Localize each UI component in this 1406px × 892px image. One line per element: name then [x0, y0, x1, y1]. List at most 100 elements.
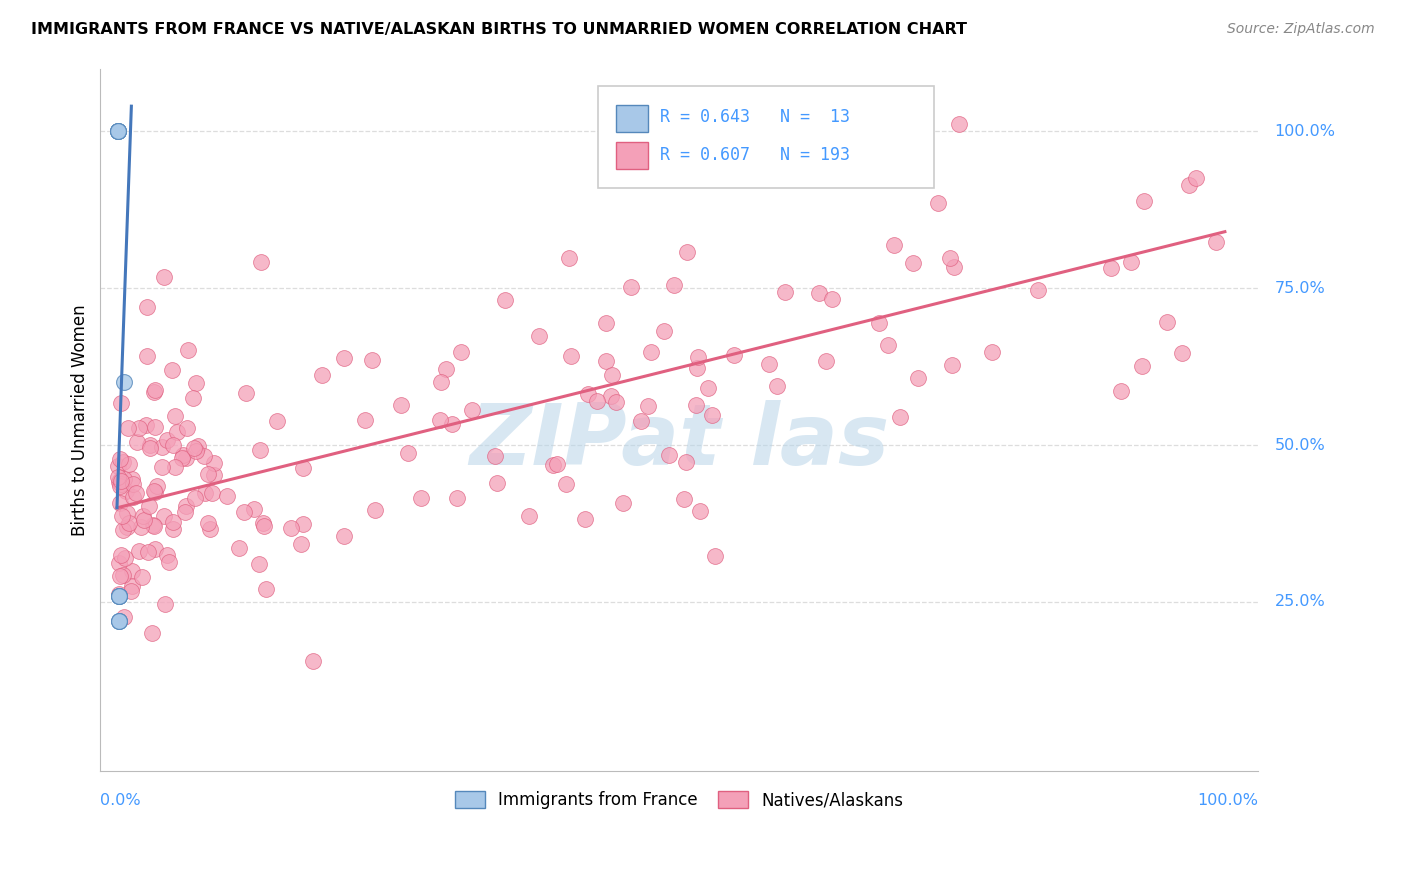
Point: [163, 460, 186, 475]
Point: [132, 513, 155, 527]
Point: [170, 450, 193, 465]
Point: [143, 383, 166, 397]
Point: [165, 409, 187, 423]
Point: [228, 541, 250, 555]
Point: [602, 368, 624, 383]
Point: [461, 403, 484, 417]
Point: [700, 409, 723, 423]
Point: [290, 537, 312, 551]
Point: [658, 448, 681, 462]
Point: [620, 280, 643, 294]
Point: [576, 386, 599, 401]
Legend: Immigrants from France, Natives/Alaskans: Immigrants from France, Natives/Alaskans: [449, 784, 910, 816]
Point: [153, 509, 176, 524]
Point: [132, 509, 155, 524]
Point: [108, 452, 131, 467]
Text: R = 0.607   N = 193: R = 0.607 N = 193: [659, 146, 849, 164]
Point: [1133, 194, 1156, 208]
Point: [108, 589, 131, 603]
Point: [541, 458, 564, 472]
Point: [233, 505, 256, 519]
Point: [162, 523, 184, 537]
Point: [689, 504, 711, 518]
Point: [600, 389, 623, 403]
Point: [150, 440, 173, 454]
Point: [703, 549, 725, 563]
Point: [1205, 235, 1227, 249]
Point: [595, 353, 617, 368]
Y-axis label: Births to Unmarried Women: Births to Unmarried Women: [72, 304, 89, 536]
Point: [107, 469, 129, 483]
Point: [118, 516, 141, 531]
Point: [280, 521, 302, 535]
Point: [494, 293, 516, 307]
Point: [174, 505, 197, 519]
Point: [723, 348, 745, 362]
Point: [112, 568, 135, 582]
Point: [108, 614, 131, 628]
Point: [1109, 384, 1132, 399]
Point: [333, 351, 356, 366]
Point: [197, 516, 219, 530]
Point: [108, 589, 131, 603]
Point: [440, 417, 463, 431]
Text: 25.0%: 25.0%: [1275, 594, 1326, 609]
Point: [353, 412, 375, 426]
Point: [302, 654, 325, 668]
Point: [450, 345, 472, 359]
Point: [574, 512, 596, 526]
Point: [249, 557, 271, 571]
Point: [125, 485, 148, 500]
Point: [868, 316, 890, 330]
Point: [883, 238, 905, 252]
Point: [249, 443, 271, 458]
Point: [291, 516, 314, 531]
Text: R = 0.643   N =  13: R = 0.643 N = 13: [659, 108, 849, 126]
Point: [981, 344, 1004, 359]
Point: [128, 544, 150, 558]
Point: [254, 582, 277, 597]
Point: [141, 518, 163, 533]
Point: [637, 400, 659, 414]
Point: [765, 378, 787, 392]
Point: [162, 363, 184, 377]
Point: [907, 371, 929, 385]
Point: [110, 477, 132, 491]
Point: [145, 541, 167, 556]
Point: [361, 353, 384, 368]
Point: [184, 491, 207, 505]
Point: [121, 564, 143, 578]
Point: [676, 245, 699, 260]
Point: [612, 496, 634, 510]
Point: [586, 393, 609, 408]
Point: [118, 457, 141, 471]
Point: [107, 124, 129, 138]
Point: [815, 354, 838, 368]
Text: ZIPat las: ZIPat las: [470, 400, 890, 483]
Point: [138, 499, 160, 513]
Point: [187, 439, 209, 453]
Point: [122, 476, 145, 491]
Point: [183, 441, 205, 455]
Point: [252, 519, 274, 533]
Point: [396, 446, 419, 460]
Point: [136, 545, 159, 559]
Point: [640, 345, 662, 359]
Point: [430, 375, 453, 389]
Point: [142, 519, 165, 533]
Point: [174, 499, 197, 513]
Point: [1178, 178, 1201, 192]
Point: [110, 396, 132, 410]
Point: [484, 449, 506, 463]
Point: [108, 614, 131, 628]
Point: [332, 529, 354, 543]
Point: [685, 398, 707, 412]
Point: [363, 503, 385, 517]
Point: [446, 491, 468, 505]
Point: [162, 515, 184, 529]
Point: [112, 472, 135, 486]
Bar: [616, 143, 648, 169]
Point: [311, 368, 333, 382]
Point: [117, 421, 139, 435]
Point: [110, 475, 132, 489]
